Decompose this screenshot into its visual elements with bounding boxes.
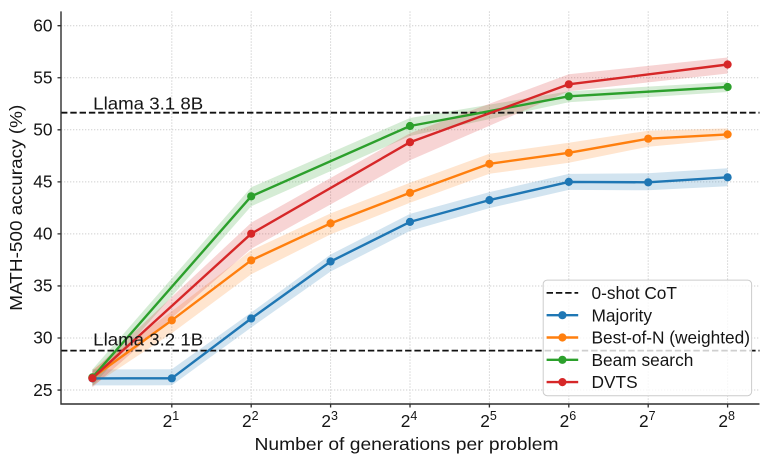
svg-text:25: 25	[33, 380, 52, 400]
svg-text:Beam search: Beam search	[592, 350, 694, 370]
svg-text:DVTS: DVTS	[592, 372, 638, 392]
svg-text:30: 30	[33, 328, 52, 348]
svg-text:60: 60	[33, 15, 52, 35]
svg-text:45: 45	[33, 172, 52, 192]
svg-text:35: 35	[33, 276, 52, 296]
svg-text:40: 40	[33, 224, 52, 244]
svg-text:Majority: Majority	[592, 305, 653, 325]
svg-text:55: 55	[33, 68, 52, 88]
svg-text:Number of generations per prob: Number of generations per problem	[255, 434, 559, 454]
svg-text:50: 50	[33, 120, 52, 140]
svg-text:Best-of-N (weighted): Best-of-N (weighted)	[592, 328, 750, 348]
svg-text:0-shot CoT: 0-shot CoT	[592, 283, 678, 303]
svg-text:Llama 3.2 1B: Llama 3.2 1B	[93, 330, 203, 350]
svg-text:MATH-500 accuracy (%): MATH-500 accuracy (%)	[6, 105, 26, 311]
svg-text:Llama 3.1 8B: Llama 3.1 8B	[93, 94, 203, 114]
